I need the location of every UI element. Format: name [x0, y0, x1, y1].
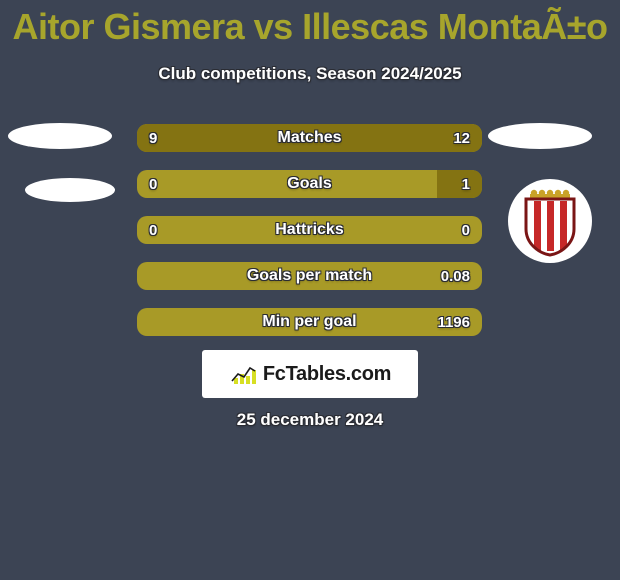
stat-label: Hattricks — [137, 216, 482, 244]
club-crest-right — [508, 179, 592, 263]
stat-row: Min per goal1196 — [137, 308, 482, 336]
avatar-placeholder-left — [25, 178, 115, 202]
stat-row: Goals per match0.08 — [137, 262, 482, 290]
stats-bars: Matches912Goals01Hattricks00Goals per ma… — [137, 124, 482, 336]
stat-value-right: 0 — [462, 216, 470, 244]
stat-row: Goals0 1 — [137, 170, 482, 198]
stat-value-right: 12 — [453, 124, 470, 152]
brand-text: FcTables.com — [263, 363, 391, 386]
brand-logo: FcTables.com — [202, 350, 418, 398]
subtitle: Club competitions, Season 2024/2025 — [0, 64, 620, 84]
stat-value-right: 0.08 — [441, 262, 470, 290]
avatar-placeholder-left — [8, 123, 112, 149]
stat-value-left: 0 — [149, 170, 157, 198]
stat-value-left: 0 — [149, 216, 157, 244]
avatar-placeholder-right — [488, 123, 592, 149]
stat-value-left: 9 — [149, 124, 157, 152]
stat-label: Min per goal — [137, 308, 482, 336]
page-title: Aitor Gismera vs Illescas MontaÃ±o — [0, 0, 620, 48]
stat-label: Goals — [137, 170, 482, 198]
stat-value-right: 1196 — [437, 308, 470, 336]
stat-label: Matches — [137, 124, 482, 152]
stat-row: Hattricks0 0 — [137, 216, 482, 244]
stat-row: Matches9 12 — [137, 124, 482, 152]
date-text: 25 december 2024 — [0, 410, 620, 430]
stat-label: Goals per match — [137, 262, 482, 290]
stat-value-right: 1 — [462, 170, 470, 198]
shield-icon — [520, 185, 580, 257]
bar-chart-icon — [229, 362, 257, 386]
